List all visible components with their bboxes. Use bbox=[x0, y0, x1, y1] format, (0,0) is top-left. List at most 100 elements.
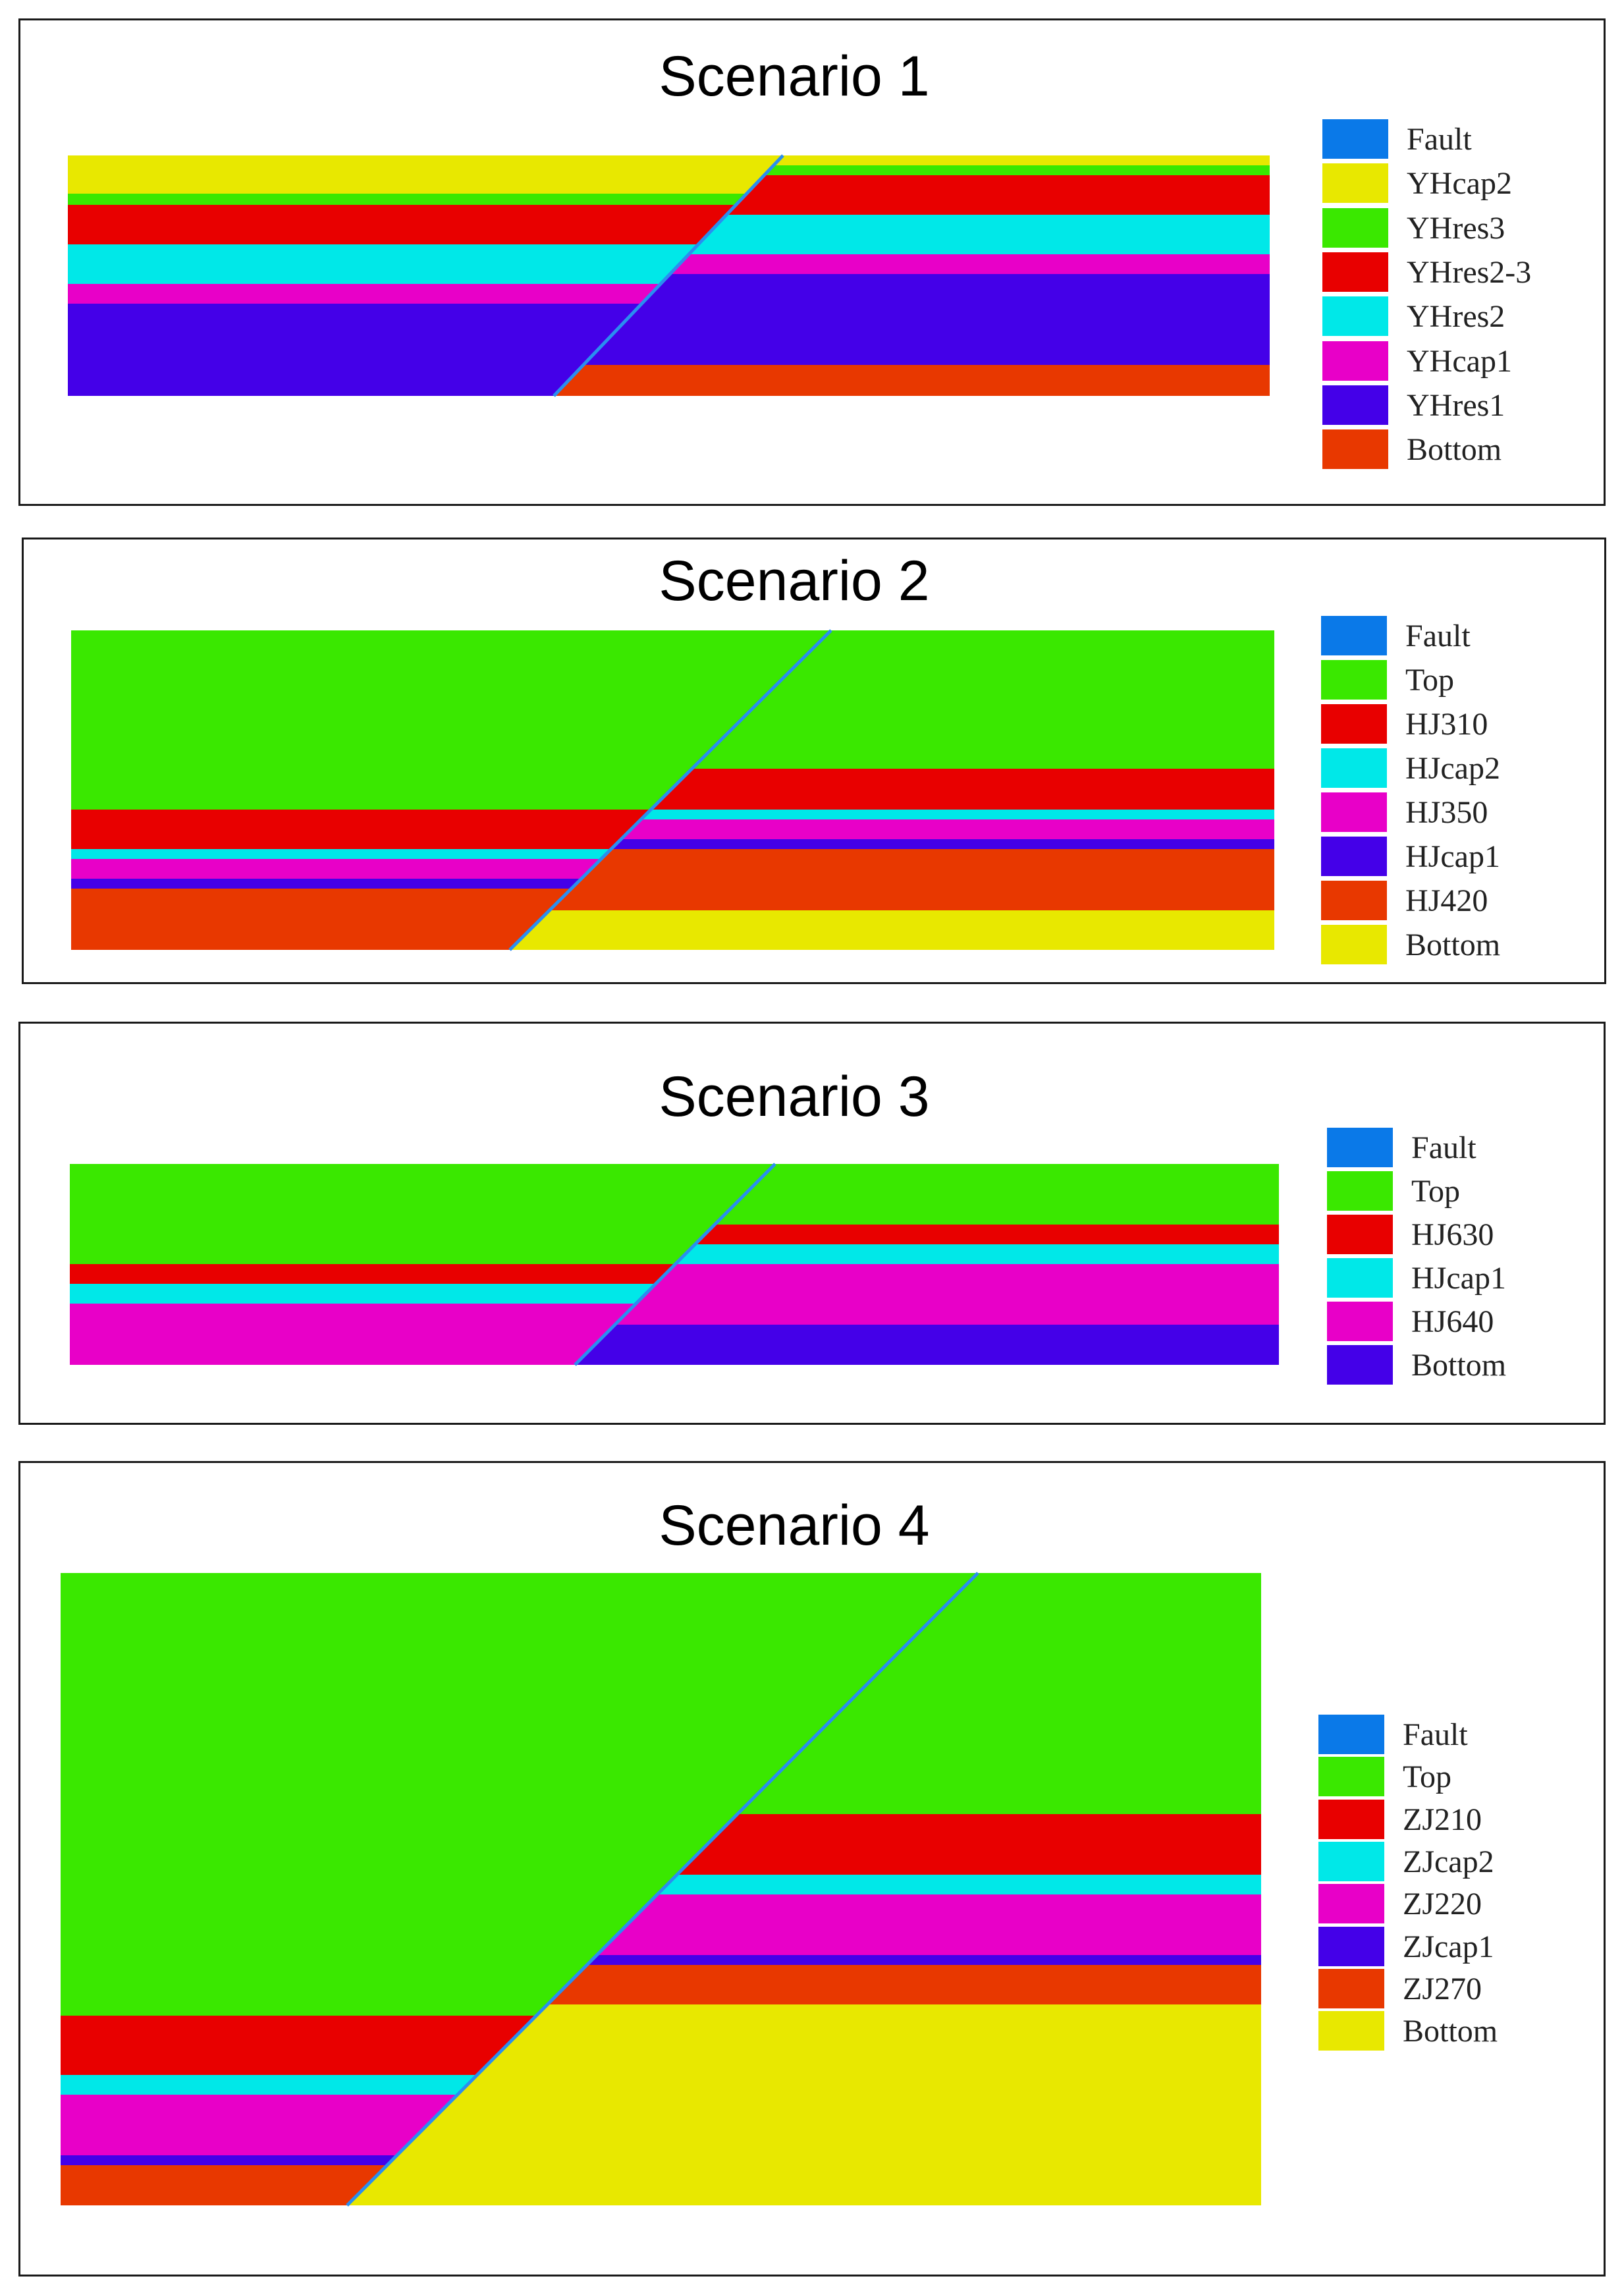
scenario-3-legend-item-hj640: HJ640 bbox=[1327, 1302, 1604, 1341]
scenario-4-legend-label-zj270: ZJ270 bbox=[1403, 1971, 1482, 2006]
scenario-4-cross-section bbox=[61, 1572, 1262, 2207]
scenario-1-legend-item-yhcap1: YHcap1 bbox=[1322, 341, 1599, 381]
scenario-2-legend-swatch-top bbox=[1321, 660, 1387, 700]
scenario-1-right-yhres3-layer bbox=[764, 165, 1270, 175]
scenario-2-left-hjcap1-layer bbox=[71, 879, 582, 889]
scenario-3-panel: Scenario 3 Fault Top HJ630 HJcap1 HJ640 Botto… bbox=[18, 1022, 1606, 1425]
scenario-4-legend-label-zjcap1: ZJcap1 bbox=[1403, 1929, 1494, 1964]
scenario-3-left-top-layer bbox=[70, 1164, 775, 1264]
scenario-1-legend-swatch-fault bbox=[1322, 119, 1388, 159]
scenario-4-legend-swatch-zj270 bbox=[1318, 1968, 1384, 2008]
scenario-2-legend-label-hjcap2: HJcap2 bbox=[1405, 751, 1500, 786]
scenario-4-legend-swatch-zjcap1 bbox=[1318, 1926, 1384, 1966]
scenario-1-left-yhres3-layer bbox=[68, 194, 747, 205]
scenario-3-cross-section bbox=[70, 1163, 1279, 1366]
scenario-3-legend-label-top: Top bbox=[1411, 1174, 1460, 1209]
scenario-4-legend-swatch-zj220 bbox=[1318, 1884, 1384, 1924]
scenario-1-legend-swatch-yhcap1 bbox=[1322, 341, 1388, 381]
scenario-2-panel: Scenario 2 Fault Top HJ310 HJcap2 HJ350 HJcap… bbox=[22, 538, 1606, 984]
scenario-4-panel: Scenario 4 Fault Top ZJ210 ZJcap2 ZJ220 ZJcap… bbox=[18, 1461, 1606, 2277]
scenario-4-right-zj210-layer bbox=[676, 1814, 1261, 1875]
scenario-4-legend-label-zj220: ZJ220 bbox=[1403, 1887, 1482, 1922]
scenario-4-legend-item-top: Top bbox=[1318, 1757, 1595, 1797]
scenario-2-fault-line bbox=[508, 629, 832, 951]
scenario-4-legend-item-zj220: ZJ220 bbox=[1318, 1884, 1595, 1924]
scenario-1-cross-section bbox=[68, 154, 1270, 397]
scenario-1-fault-line bbox=[553, 154, 784, 397]
scenario-4-legend-swatch-fault bbox=[1318, 1715, 1384, 1754]
scenario-4-right-zj220-layer bbox=[597, 1894, 1261, 1955]
scenario-4-legend-label-zjcap2: ZJcap2 bbox=[1403, 1844, 1494, 1879]
scenario-1-legend-item-yhcap2: YHcap2 bbox=[1322, 163, 1599, 204]
scenario-2-legend-swatch-fault bbox=[1321, 616, 1387, 655]
scenario-2-legend-swatch-bottom bbox=[1321, 925, 1387, 964]
scenario-2-right-hj310-layer bbox=[651, 769, 1274, 810]
scenario-4-legend-item-bottom: Bottom bbox=[1318, 2011, 1595, 2051]
scenario-3-legend-label-fault: Fault bbox=[1411, 1130, 1476, 1165]
scenario-2-right-hjcap1-layer bbox=[610, 839, 1274, 849]
scenario-3-legend-label-hj630: HJ630 bbox=[1411, 1217, 1494, 1252]
scenario-4-legend-swatch-top bbox=[1318, 1757, 1384, 1797]
scenario-2-right-hjcap2-layer bbox=[641, 810, 1274, 819]
scenario-1-right-yhres1-layer bbox=[583, 274, 1270, 365]
scenario-1-legend-swatch-yhcap2 bbox=[1322, 163, 1388, 204]
scenario-4-legend-label-top: Top bbox=[1403, 1759, 1451, 1795]
scenario-3-legend-item-fault: Fault bbox=[1327, 1128, 1604, 1167]
scenario-2-left-hj420-layer bbox=[71, 889, 572, 950]
scenario-2-legend-label-fault: Fault bbox=[1405, 619, 1471, 653]
scenario-2-legend-label-hjcap1: HJcap1 bbox=[1405, 839, 1500, 874]
scenario-3-legend-swatch-fault bbox=[1327, 1128, 1393, 1167]
scenario-3-fault-line bbox=[574, 1163, 776, 1366]
scenario-4-legend-item-zjcap2: ZJcap2 bbox=[1318, 1841, 1595, 1881]
scenario-4-right-zj270-layer bbox=[547, 1965, 1262, 2004]
scenario-2-left-hjcap2-layer bbox=[71, 849, 611, 859]
scenario-4-left-zj210-layer bbox=[61, 2016, 537, 2075]
scenario-1-legend-label-fault: Fault bbox=[1407, 122, 1472, 157]
scenario-4-legend-item-fault: Fault bbox=[1318, 1715, 1595, 1754]
scenario-3-left-hjcap1-layer bbox=[70, 1284, 656, 1304]
scenario-1-legend-item-yhres1: YHres1 bbox=[1322, 385, 1599, 425]
scenario-3-title: Scenario 3 bbox=[659, 1065, 930, 1128]
scenario-1-right-yhcap1-layer bbox=[670, 254, 1270, 274]
scenario-2-legend-item-hjcap1: HJcap1 bbox=[1321, 837, 1598, 876]
scenario-3-legend-item-hj630: HJ630 bbox=[1327, 1215, 1604, 1254]
scenario-3-right-top-layer bbox=[715, 1164, 1279, 1225]
scenario-4-right-bottom-layer bbox=[347, 2004, 1261, 2205]
scenario-1-legend-label-yhcap1: YHcap1 bbox=[1407, 343, 1512, 379]
scenario-1-legend-item-yhres2: YHres2 bbox=[1322, 296, 1599, 337]
scenario-2-legend-item-hjcap2: HJcap2 bbox=[1321, 748, 1598, 788]
scenario-2-left-hj310-layer bbox=[71, 810, 651, 849]
scenario-2-legend-swatch-hjcap2 bbox=[1321, 748, 1387, 788]
scenario-2-right-top-layer bbox=[691, 630, 1274, 769]
scenario-3-right-hj640-layer bbox=[614, 1264, 1279, 1325]
scenario-3-legend-label-hjcap1: HJcap1 bbox=[1411, 1261, 1506, 1296]
scenario-3-legend-item-top: Top bbox=[1327, 1171, 1604, 1211]
scenario-3-left-hj630-layer bbox=[70, 1264, 676, 1284]
scenario-3-right-hjcap1-layer bbox=[675, 1244, 1279, 1264]
scenario-4-legend-label-zj210: ZJ210 bbox=[1403, 1802, 1482, 1837]
scenario-3-legend-swatch-hj630 bbox=[1327, 1215, 1393, 1254]
scenario-4-legend-label-bottom: Bottom bbox=[1403, 2014, 1498, 2049]
scenario-4-right-zjcap1-layer bbox=[587, 1955, 1261, 1965]
scenario-1-left-yhres2-3-layer bbox=[68, 205, 736, 244]
scenario-1-panel: Scenario 1 Fault YHcap2 YHres3 YHres2-3 YHre… bbox=[18, 18, 1606, 506]
scenario-1-legend-swatch-yhres1 bbox=[1322, 385, 1388, 425]
scenario-2-legend-label-hj420: HJ420 bbox=[1405, 883, 1488, 918]
scenario-3-legend-swatch-hj640 bbox=[1327, 1302, 1393, 1341]
scenario-2-legend-item-top: Top bbox=[1321, 660, 1598, 700]
scenario-2-cross-section bbox=[71, 629, 1275, 951]
scenario-4-legend-swatch-zj210 bbox=[1318, 1799, 1384, 1839]
scenario-2-legend-swatch-hj350 bbox=[1321, 792, 1387, 832]
scenario-4-legend-item-zj270: ZJ270 bbox=[1318, 1968, 1595, 2008]
scenario-2-title: Scenario 2 bbox=[659, 549, 930, 613]
scenario-1-right-yhcap2-layer bbox=[773, 155, 1270, 165]
scenario-4-right-zjcap2-layer bbox=[657, 1875, 1261, 1894]
scenario-3-left-hj640-layer bbox=[70, 1304, 636, 1365]
scenario-2-legend-item-fault: Fault bbox=[1321, 616, 1598, 655]
scenario-2-left-top-layer bbox=[71, 630, 831, 810]
scenario-4-legend-swatch-zjcap2 bbox=[1318, 1841, 1384, 1881]
scenario-3-legend-swatch-bottom bbox=[1327, 1345, 1393, 1385]
scenario-1-legend-item-yhres3: YHres3 bbox=[1322, 207, 1599, 248]
scenario-4-legend-label-fault: Fault bbox=[1403, 1717, 1468, 1752]
scenario-1-legend-item-fault: Fault bbox=[1322, 119, 1599, 159]
